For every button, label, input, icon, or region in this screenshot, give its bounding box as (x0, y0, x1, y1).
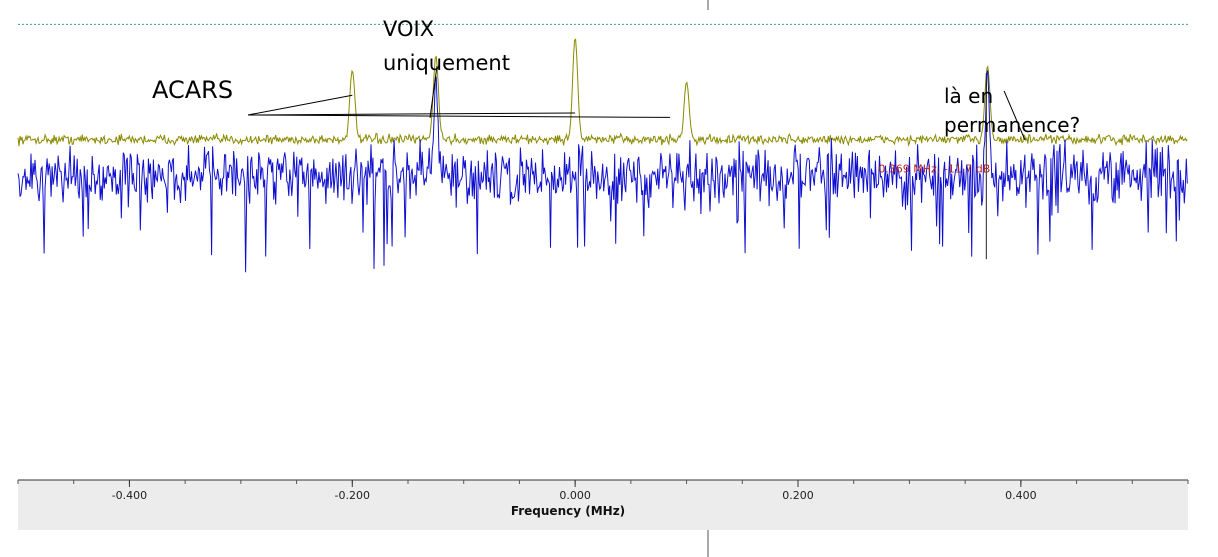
annotation-acars: ACARS (152, 76, 233, 104)
annotation-voix: VOIX uniquement (383, 17, 510, 75)
annotation-pointers (247, 66, 1026, 141)
x-tick-label: -0.200 (335, 489, 370, 502)
annotation-1-pointer-0 (429, 66, 438, 119)
annotation-acars-line: ACARS (152, 76, 233, 104)
x-axis-band (18, 480, 1188, 530)
series-line-1 (17, 70, 1188, 273)
annotation-voix-line-1: VOIX (383, 17, 434, 41)
x-tick-label: 0.000 (559, 489, 591, 502)
annotation-0-pointer-1 (247, 112, 576, 116)
x-axis-label: Frequency (MHz) (511, 504, 625, 518)
x-tick-label: -0.400 (112, 489, 147, 502)
x-tick-label: 0.400 (1005, 489, 1037, 502)
marker-layer: 0.369 MHz, -11.7 dB (878, 73, 990, 260)
annotation-permanence-line-2: permanence? (944, 113, 1080, 137)
marker-label: 0.369 MHz, -11.7 dB (878, 162, 990, 175)
annotation-voix-line-2: uniquement (383, 51, 510, 75)
annotation-permanence-line-1: là en (944, 84, 993, 108)
annotation-0-pointer-0 (247, 94, 353, 116)
annotation-0-pointer-2 (247, 114, 670, 118)
annotation-permanence: là en permanence? (944, 84, 1080, 137)
x-tick-label: 0.200 (782, 489, 814, 502)
series-layer (17, 38, 1188, 273)
annotation-layer: ACARS VOIX uniquement là en permanence? (152, 17, 1080, 141)
x-axis-ticks: -0.400 -0.200 0.000 0.200 0.400 (17, 480, 1189, 502)
series-line-0 (17, 38, 1188, 147)
annotation-2-pointer-0 (1003, 90, 1026, 141)
